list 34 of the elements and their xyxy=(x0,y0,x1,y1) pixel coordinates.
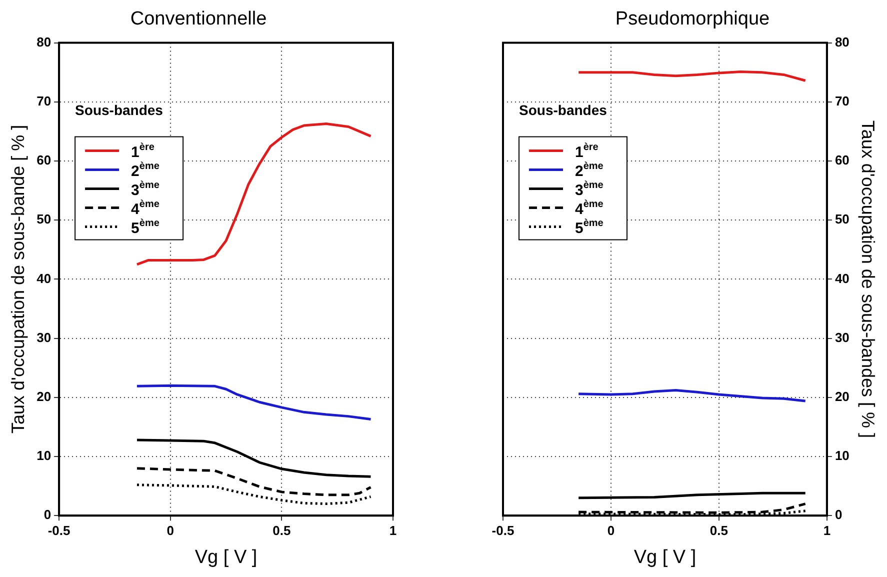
y-tick-label: 0 xyxy=(44,507,52,522)
y2-tick-label: 30 xyxy=(834,330,850,345)
y2-tick-label: 10 xyxy=(834,448,850,464)
y-axis-title: Taux d'occupation de sous-bande [ % ] xyxy=(8,124,28,434)
chart-title: Pseudomorphique xyxy=(615,8,770,30)
x-tick-label: 0.5 xyxy=(710,522,728,538)
y2-tick-label: 70 xyxy=(834,93,850,108)
x-tick-label: -0.5 xyxy=(492,522,514,538)
y2-tick-label: 80 xyxy=(834,34,850,50)
y-tick-label: 80 xyxy=(36,34,52,50)
y-tick-label: 20 xyxy=(36,388,52,404)
y-tick-label: 40 xyxy=(36,270,52,286)
x-axis-title: Vg [ V ] xyxy=(194,546,258,568)
x-tick-label: -0.5 xyxy=(48,522,70,538)
y2-axis-title: Taux d'occupation de sous-bandes [ % ] xyxy=(858,120,878,438)
y2-tick-label: 40 xyxy=(834,270,850,286)
legend-title: Sous-bandes xyxy=(75,102,164,118)
chart-title: Conventionnelle xyxy=(130,8,267,30)
y2-tick-label: 0 xyxy=(834,507,842,522)
x-tick-label: 1 xyxy=(823,522,831,538)
x-tick-label: 0.5 xyxy=(272,522,291,538)
y2-tick-label: 20 xyxy=(834,388,850,404)
y-tick-label: 70 xyxy=(36,93,52,108)
y2-tick-label: 50 xyxy=(834,212,850,227)
x-tick-label: 1 xyxy=(389,522,397,538)
y-tick-label: 50 xyxy=(36,212,52,227)
y2-tick-label: 60 xyxy=(834,152,850,168)
x-tick-label: 0 xyxy=(166,522,174,538)
y-tick-label: 10 xyxy=(36,448,52,464)
x-tick-label: 0 xyxy=(607,522,615,538)
y-tick-label: 30 xyxy=(36,330,52,345)
legend-title: Sous-bandes xyxy=(519,102,608,118)
y-tick-label: 60 xyxy=(36,152,52,168)
x-axis-title: Vg [ V ] xyxy=(634,546,696,568)
